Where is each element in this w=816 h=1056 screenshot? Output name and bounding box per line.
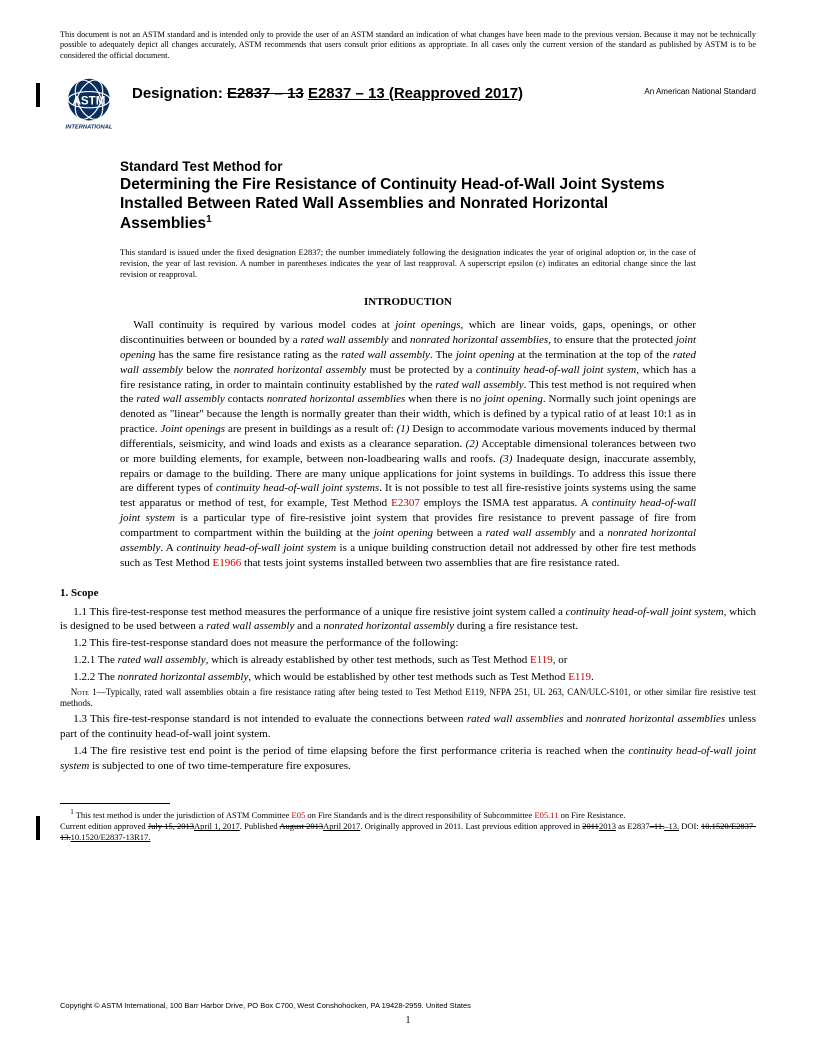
title-sup: 1: [206, 214, 212, 225]
disclaimer-text: This document is not an ASTM standard an…: [60, 30, 756, 61]
footnote-change-mark: [36, 816, 40, 840]
scope-1-2: 1.2 This fire-test-response standard doe…: [60, 636, 756, 651]
designation-old: E2837 – 13: [227, 85, 304, 102]
issuance-note: This standard is issued under the fixed …: [120, 247, 696, 280]
page-number: 1: [406, 1015, 411, 1026]
designation-new: E2837 – 13 (Reapproved 2017): [308, 85, 523, 102]
footnote-rule: [60, 803, 170, 804]
intro-heading: INTRODUCTION: [60, 296, 756, 308]
scope-1-1: 1.1 This fire-test-response test method …: [60, 605, 756, 635]
title-pre: Standard Test Method for: [120, 159, 696, 174]
scope-1-2-1: 1.2.1 The rated wall assembly, which is …: [60, 653, 756, 668]
svg-text:INTERNATIONAL: INTERNATIONAL: [66, 124, 113, 130]
scope-1-2-2: 1.2.2 The nonrated horizontal assembly, …: [60, 670, 756, 685]
svg-text:ASTM: ASTM: [73, 94, 106, 107]
title-block: Standard Test Method for Determining the…: [120, 159, 696, 233]
ans-label: An American National Standard: [644, 85, 756, 96]
footnote-1: 1 This test method is under the jurisdic…: [60, 808, 756, 843]
designation-row: Designation: E2837 – 13 E2837 – 13 (Reap…: [132, 73, 756, 102]
footnote-block: 1 This test method is under the jurisdic…: [60, 808, 756, 843]
change-mark: [36, 83, 40, 107]
astm-logo: ASTM INTERNATIONAL: [60, 73, 118, 131]
copyright: Copyright © ASTM International, 100 Barr…: [60, 1001, 471, 1010]
scope-note-1: Note 1—Typically, rated wall assemblies …: [60, 687, 756, 710]
title-main: Determining the Fire Resistance of Conti…: [120, 175, 696, 233]
scope-1-4: 1.4 The fire resistive test end point is…: [60, 744, 756, 774]
scope-1-3: 1.3 This fire-test-response standard is …: [60, 712, 756, 742]
title-main-text: Determining the Fire Resistance of Conti…: [120, 176, 665, 232]
designation: Designation: E2837 – 13 E2837 – 13 (Reap…: [132, 85, 523, 102]
scope-heading: 1. Scope: [60, 587, 756, 599]
intro-body: Wall continuity is required by various m…: [120, 318, 696, 570]
header-row: ASTM INTERNATIONAL Designation: E2837 – …: [60, 73, 756, 131]
designation-label: Designation:: [132, 85, 223, 102]
